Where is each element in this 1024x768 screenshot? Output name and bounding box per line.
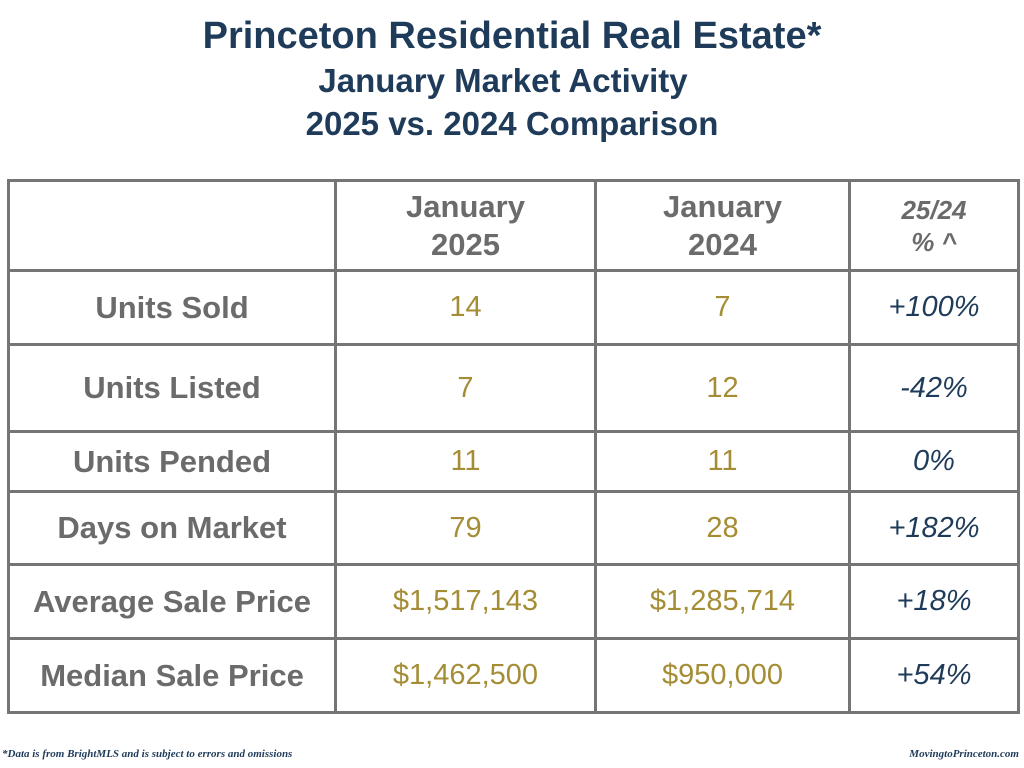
value-jan-2024: 7 [594,269,851,346]
page-title: Princeton Residential Real Estate* [202,15,822,57]
value-jan-2024: 11 [594,430,851,493]
value-jan-2025: 7 [334,343,597,433]
value-jan-2025: 14 [334,269,597,346]
value-pct-change: -42% [848,343,1020,433]
table-row: Days on Market 79 28 +182% [7,490,1020,566]
row-label: Units Sold [7,269,337,346]
table-row: Units Sold 14 7 +100% [7,269,1020,346]
table-row: Median Sale Price $1,462,500 $950,000 +5… [7,637,1020,714]
row-label: Units Pended [7,430,337,493]
data-disclaimer: *Data is from BrightMLS and is subject t… [2,748,293,760]
header-ratio: 25/24 [901,194,967,225]
value-jan-2024: $950,000 [594,637,851,714]
value-pct-change: +182% [848,490,1020,566]
value-jan-2024: 28 [594,490,851,566]
value-pct-change: +100% [848,269,1020,346]
header-pct: % ^ [911,226,957,257]
value-pct-change: 0% [848,430,1020,493]
header-pct-change: 25/24 % ^ [848,179,1020,272]
row-label: Units Listed [7,343,337,433]
value-pct-change: +54% [848,637,1020,714]
header-jan-2025: January 2025 [334,179,597,272]
table-row: Average Sale Price $1,517,143 $1,285,714… [7,563,1020,640]
value-pct-change: +18% [848,563,1020,640]
header-year: 2024 [688,226,757,262]
website-credit: MovingtoPrinceton.com [909,748,1019,760]
value-jan-2024: $1,285,714 [594,563,851,640]
header-month: January [406,188,525,224]
table-header-row: January 2025 January 2024 25/24 % ^ [7,179,1020,272]
value-jan-2025: 79 [334,490,597,566]
row-label: Median Sale Price [7,637,337,714]
value-jan-2025: $1,517,143 [334,563,597,640]
value-jan-2025: 11 [334,430,597,493]
row-label: Average Sale Price [7,563,337,640]
table-row: Units Pended 11 11 0% [7,430,1020,493]
header-jan-2024: January 2024 [594,179,851,272]
table-row: Units Listed 7 12 -42% [7,343,1020,433]
header-year: 2025 [431,226,500,262]
header-cell-empty [7,179,337,272]
header-month: January [663,188,782,224]
comparison-heading: 2025 vs. 2024 Comparison [305,105,719,142]
row-label: Days on Market [7,490,337,566]
value-jan-2024: 12 [594,343,851,433]
page-subtitle: January Market Activity [318,62,688,99]
value-jan-2025: $1,462,500 [334,637,597,714]
market-activity-table: January 2025 January 2024 25/24 % ^ Unit… [7,179,1020,714]
